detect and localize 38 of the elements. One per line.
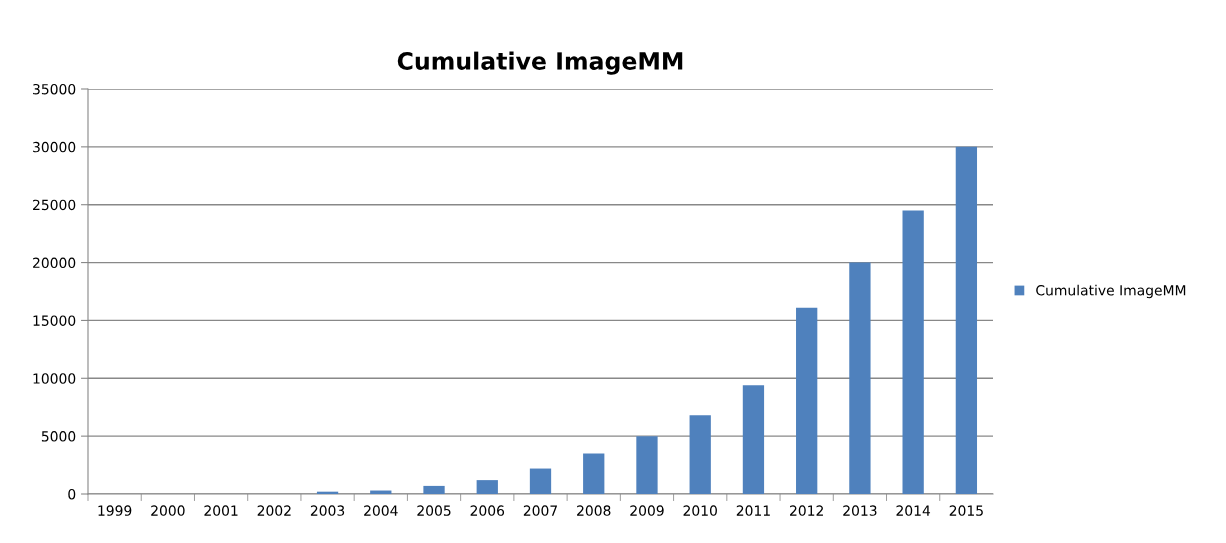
bar <box>796 307 818 494</box>
chart-title: Cumulative ImageMM <box>397 51 683 75</box>
y-tick-label: 15000 <box>33 315 76 326</box>
y-tick-label: 30000 <box>33 141 76 153</box>
x-tick-label: 2001 <box>204 505 238 516</box>
y-tick-label: 10000 <box>33 373 76 384</box>
y-tick-label: 25000 <box>33 199 76 211</box>
x-tick-label: 2007 <box>523 505 557 516</box>
bar <box>849 262 871 494</box>
x-tick-label: 2010 <box>683 505 717 516</box>
x-tick-label: 2006 <box>470 505 505 516</box>
x-tick-label: 2008 <box>577 505 611 516</box>
y-tick-label: 35000 <box>33 83 76 95</box>
y-tick-label: 20000 <box>33 257 76 269</box>
y-tick-label: 0 <box>68 488 76 500</box>
bar <box>955 146 978 494</box>
x-tick-label: 2002 <box>257 505 291 516</box>
bar <box>902 210 924 494</box>
x-tick-label: 2004 <box>364 505 398 516</box>
x-tick-label: 2013 <box>843 505 877 516</box>
legend-label: Cumulative ImageMM <box>1036 284 1186 299</box>
bar <box>583 453 605 494</box>
x-tick-label: 2014 <box>896 505 931 516</box>
x-tick-label: 1999 <box>98 505 132 516</box>
x-tick-label: 2009 <box>630 505 664 516</box>
x-tick-label: 2015 <box>949 505 983 516</box>
x-tick-label: 2000 <box>151 505 185 516</box>
bar <box>636 436 658 494</box>
x-tick-label: 2005 <box>417 505 451 516</box>
bar <box>476 480 498 494</box>
y-tick-label: 5000 <box>41 431 76 442</box>
x-tick-label: 2003 <box>310 505 345 516</box>
x-tick-label: 2011 <box>736 505 770 516</box>
x-tick-label: 2012 <box>790 505 823 516</box>
bar <box>689 415 711 494</box>
bar <box>529 468 552 494</box>
bar <box>423 485 445 494</box>
bar <box>742 385 765 494</box>
